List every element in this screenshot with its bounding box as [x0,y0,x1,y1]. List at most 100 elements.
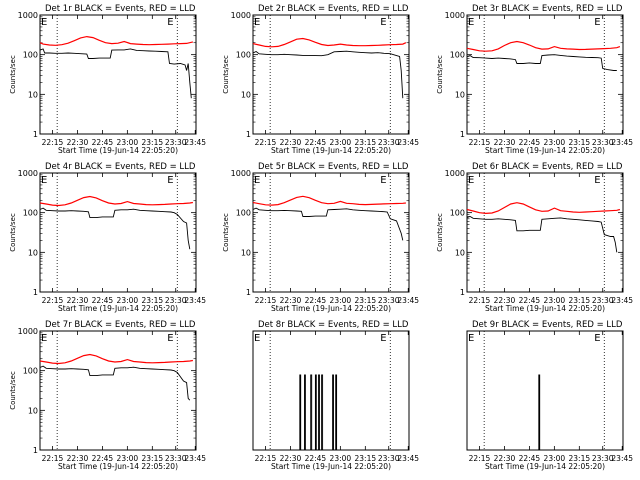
x-tick-label: 22:30 [67,138,89,147]
y-tick-label: 1000 [445,169,465,178]
x-tick-label: 23:00 [544,138,566,147]
x-tick-label: 23:45 [397,454,419,463]
y-tick-label: 1000 [18,169,38,178]
y-tick-label: 1 [33,130,38,139]
y-tick-label: 10 [241,90,251,99]
x-tick-label: 23:30 [165,296,187,305]
event-marker-label: E [468,17,474,28]
y-axis-label: Counts/sec [222,213,230,252]
y-tick-label: 100 [23,209,38,218]
x-tick-label: 23:45 [184,138,206,147]
y-tick-label: 1000 [18,327,38,336]
x-tick-label: 23:45 [611,138,633,147]
x-tick-label: 22:45 [519,296,541,305]
x-axis-label: Start Time (19-Jun-14 22:05:20) [485,146,605,155]
plot-frame [466,330,624,451]
x-tick-label: 23:45 [184,454,206,463]
x-tick-label: 23:00 [117,138,139,147]
y-tick-label: 10 [455,90,465,99]
event-marker-label: E [594,333,600,344]
y-axis-label: Counts/sec [9,213,17,252]
x-tick-label: 22:45 [519,454,541,463]
plot-frame [39,330,197,451]
x-tick-label: 23:30 [592,138,614,147]
y-tick-label: 1000 [231,11,251,20]
y-axis-label: Counts/sec [436,55,444,94]
x-tick-label: 22:45 [305,296,327,305]
series-lld-line [466,202,621,215]
series-events-line [39,365,191,401]
event-marker-label: E [254,17,260,28]
plot-frame [252,14,410,135]
x-tick-label: 22:30 [494,454,516,463]
x-axis-label: Start Time (19-Jun-14 22:05:20) [485,462,605,471]
series-events-line [253,374,409,451]
event-marker-label: E [468,333,474,344]
x-tick-label: 23:00 [117,454,139,463]
x-tick-label: 22:45 [92,138,114,147]
series-events-line [252,50,404,99]
series-events-line [39,207,191,250]
y-tick-label: 1000 [18,11,38,20]
x-tick-label: 23:15 [142,454,164,463]
event-marker-label: E [380,17,386,28]
y-tick-label: 10 [28,90,38,99]
panel-title: Det 4r BLACK = Events, RED = LLD [45,162,196,172]
series-events-line [39,48,192,99]
y-tick-label: 100 [23,51,38,60]
event-marker-label: E [167,333,173,344]
x-axis-label: Start Time (19-Jun-14 22:05:20) [58,304,178,313]
x-tick-label: 23:45 [397,138,419,147]
x-tick-label: 23:15 [142,138,164,147]
series-lld-line [39,35,194,46]
plot-frame [466,14,624,135]
x-tick-label: 22:15 [469,138,491,147]
panel-title: Det 9r BLACK = Events, RED = LLD [472,320,623,330]
x-tick-label: 22:45 [305,454,327,463]
x-tick-label: 23:15 [355,296,377,305]
x-tick-label: 22:15 [469,454,491,463]
x-axis-label: Start Time (19-Jun-14 22:05:20) [271,462,391,471]
x-tick-label: 22:30 [494,138,516,147]
x-axis-label: Start Time (19-Jun-14 22:05:20) [271,304,391,313]
x-tick-label: 23:00 [544,454,566,463]
x-tick-label: 23:15 [569,296,591,305]
x-tick-label: 23:30 [165,454,187,463]
y-tick-label: 10 [241,248,251,257]
x-axis-label: Start Time (19-Jun-14 22:05:20) [58,462,178,471]
series-events-line [467,374,623,451]
y-tick-label: 1 [33,446,38,455]
x-tick-label: 23:15 [355,138,377,147]
event-marker-label: E [254,333,260,344]
x-tick-label: 23:00 [544,296,566,305]
x-tick-label: 23:00 [117,296,139,305]
x-tick-label: 23:30 [592,454,614,463]
panel-det-3: Det 3r BLACK = Events, RED = LLD 1 10 100 10… [436,4,633,155]
x-tick-label: 23:30 [592,296,614,305]
x-tick-label: 22:45 [92,296,114,305]
x-tick-label: 22:45 [305,138,327,147]
panel-title: Det 5r BLACK = Events, RED = LLD [258,162,409,172]
y-tick-label: 10 [28,406,38,415]
panel-title: Det 6r BLACK = Events, RED = LLD [472,162,623,172]
event-marker-label: E [594,175,600,186]
panel-det-5: Det 5r BLACK = Events, RED = LLD 1 10 100 10… [222,162,419,313]
x-tick-label: 22:15 [255,454,277,463]
x-tick-label: 22:15 [255,138,277,147]
event-marker-label: E [167,17,173,28]
y-tick-label: 100 [450,209,465,218]
event-marker-label: E [41,333,47,344]
x-axis-label: Start Time (19-Jun-14 22:05:20) [485,304,605,313]
y-tick-label: 10 [455,248,465,257]
panel-det-4: Det 4r BLACK = Events, RED = LLD 1 10 100 10… [9,162,206,313]
event-marker-label: E [167,175,173,186]
event-marker-label: E [594,17,600,28]
x-tick-label: 23:45 [397,296,419,305]
x-tick-label: 22:30 [280,138,302,147]
y-axis-label: Counts/sec [9,371,17,410]
y-tick-label: 100 [23,367,38,376]
x-tick-label: 23:00 [330,138,352,147]
